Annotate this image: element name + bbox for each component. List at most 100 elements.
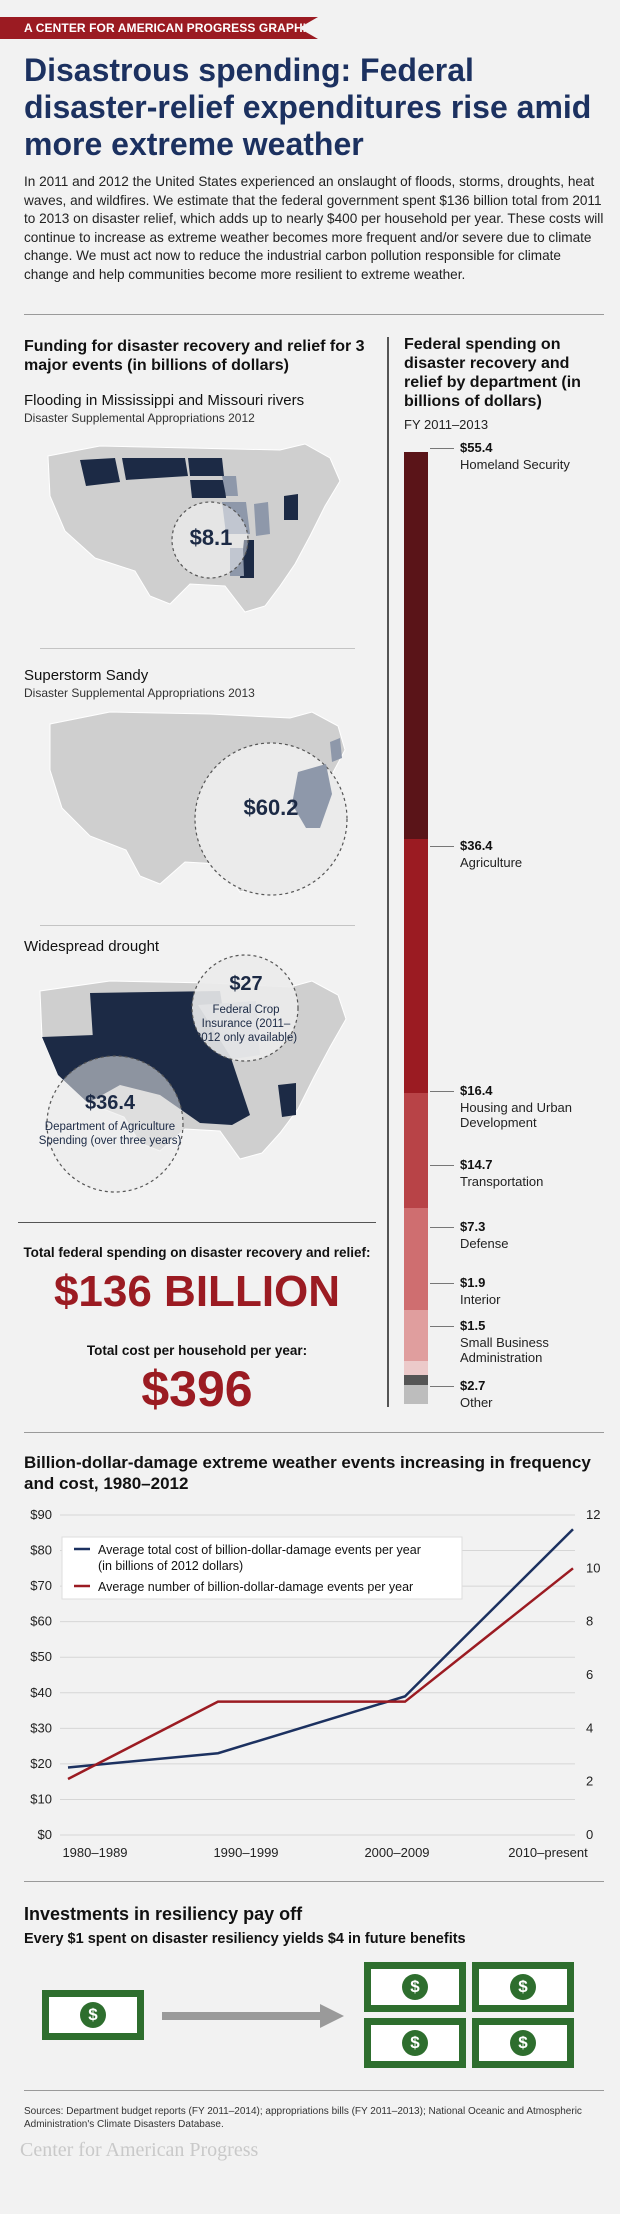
left-axis-tick-label: $10 — [30, 1791, 52, 1806]
legend-box — [61, 1536, 463, 1600]
sources-note: Sources: Department budget reports (FY 2… — [24, 2106, 582, 2130]
left-axis-tick-label: $50 — [30, 1649, 52, 1664]
right-axis-tick-label: 8 — [586, 1614, 593, 1629]
investment-title: Investments in resiliency pay off — [24, 1904, 303, 1924]
left-axis-tick-label: $40 — [30, 1685, 52, 1700]
left-axis-tick-label: $0 — [38, 1827, 52, 1842]
department-leader-line — [430, 1227, 454, 1228]
graphic-banner: A CENTER FOR AMERICAN PROGRESS GRAPHIC — [0, 17, 318, 39]
right-axis-tick-label: 2 — [586, 1774, 593, 1789]
department-leader-line — [430, 846, 454, 847]
crop-insurance-note: Federal Crop Insurance (2011–2012 only a… — [194, 1004, 298, 1044]
x-axis-tick-label: 1980–1989 — [62, 1845, 127, 1860]
department-value: $55.4 — [460, 440, 493, 455]
event-1-title: Flooding in Mississippi and Missouri riv… — [24, 392, 305, 409]
department-bar-segment — [404, 1374, 428, 1386]
department-value: $1.5 — [460, 1318, 486, 1333]
department-bar-segment — [404, 1093, 428, 1208]
department-name: Housing and Urban Development — [460, 1100, 573, 1130]
line-chart: $90 $80 $70 $60 $50 $40 $30 $20 $10 $0 12 10 8 6 4 2 0 19… — [30, 1507, 600, 1860]
left-axis-tick-label: $30 — [30, 1720, 52, 1735]
department-name: Homeland Security — [460, 457, 570, 472]
divider — [40, 648, 355, 649]
us-map-sandy — [49, 711, 348, 896]
right-axis-tick-label: 6 — [586, 1667, 593, 1682]
department-leader-line — [430, 1386, 454, 1387]
household-cost-label: Total cost per household per year: — [86, 1343, 308, 1358]
x-axis-tick-label: 1990–1999 — [213, 1845, 278, 1860]
department-leader-line — [430, 1091, 454, 1092]
investment-subtitle: Every $1 spent on disaster resiliency yi… — [24, 1931, 466, 1947]
series-line — [67, 1567, 574, 1781]
legend-label: (in billions of 2012 dollars) — [98, 1559, 243, 1573]
left-axis-tick-label: $70 — [30, 1578, 52, 1593]
us-map-drought — [39, 954, 347, 1193]
department-value: $36.4 — [460, 838, 493, 853]
us-map-flooding — [47, 443, 341, 613]
intro-text: In 2011 and 2012 the United States exper… — [24, 174, 604, 282]
department-bar-segment — [404, 452, 428, 839]
legend-label: Average number of billion-dollar-damage … — [98, 1580, 413, 1594]
benefit-bill-icon: $ — [364, 2018, 466, 2068]
divider — [24, 314, 604, 315]
divider — [24, 2090, 604, 2091]
department-leader-line — [430, 1326, 454, 1327]
department-name: Small Business Administration — [460, 1335, 549, 1365]
department-bar-segment — [404, 1207, 428, 1311]
column-divider — [387, 337, 389, 1407]
x-axis-tick-label: 2000–2009 — [364, 1845, 429, 1860]
left-axis-tick-label: $60 — [30, 1614, 52, 1629]
department-value: $16.4 — [460, 1083, 493, 1098]
line-chart-title: Billion-dollar-damage extreme weather ev… — [24, 1453, 591, 1493]
sandy-amount: $60.2 — [243, 795, 299, 820]
department-name: Transportation — [460, 1174, 544, 1189]
department-bar-segment — [404, 1361, 428, 1375]
arrow-right-icon — [162, 2004, 344, 2028]
event-3-title: Widespread drought — [24, 938, 160, 955]
agriculture-note: Department of Agriculture Spending (over… — [38, 1121, 182, 1147]
department-heading: Federal spending on disaster recovery an… — [404, 336, 581, 410]
x-axis-tick-label: 2010–present — [508, 1845, 588, 1860]
page-title: Disastrous spending: Federal disaster-re… — [24, 52, 592, 162]
cap-logo: Center for American Progress — [20, 2139, 259, 2161]
right-axis-tick-label: 4 — [586, 1720, 593, 1735]
department-bar-segment — [404, 1385, 428, 1404]
department-name: Agriculture — [460, 855, 523, 870]
right-axis-tick-label: 10 — [586, 1560, 600, 1575]
agriculture-amount: $36.4 — [84, 1092, 136, 1114]
department-years: FY 2011–2013 — [404, 417, 489, 432]
divider — [18, 1222, 376, 1223]
total-spending-value: $136 BILLION — [53, 1267, 341, 1316]
department-value: $7.3 — [460, 1219, 486, 1234]
department-leader-line — [430, 1283, 454, 1284]
department-leader-line — [430, 448, 454, 449]
household-cost-value: $396 — [141, 1361, 253, 1417]
benefit-bill-icon: $ — [472, 2018, 574, 2068]
divider — [40, 925, 355, 926]
divider — [24, 1881, 604, 1882]
total-spending-label: Total federal spending on disaster recov… — [23, 1245, 371, 1260]
funding-heading: Funding for disaster recovery and relief… — [24, 338, 365, 374]
right-axis-tick-label: 12 — [586, 1507, 600, 1522]
department-bar-segment — [404, 1310, 428, 1362]
benefit-bill-icon: $ — [472, 1962, 574, 2012]
department-name: Defense — [460, 1236, 509, 1251]
department-leader-line — [430, 1165, 454, 1166]
left-axis-tick-label: $80 — [30, 1543, 52, 1558]
department-value: $2.7 — [460, 1378, 486, 1393]
department-name: Interior — [460, 1292, 501, 1307]
benefit-bill-icon: $ — [364, 1962, 466, 2012]
department-value: $1.9 — [460, 1275, 486, 1290]
event-2-subtitle: Disaster Supplemental Appropriations 201… — [24, 686, 255, 700]
flooding-amount: $8.1 — [189, 525, 233, 550]
department-bar-segment — [404, 838, 428, 1094]
legend-label: Average total cost of billion-dollar-dam… — [98, 1543, 421, 1557]
left-axis-tick-label: $20 — [30, 1756, 52, 1771]
left-axis-tick-label: $90 — [30, 1507, 52, 1522]
series-line — [67, 1528, 574, 1769]
crop-insurance-amount: $27 — [229, 973, 263, 995]
event-2-title: Superstorm Sandy — [24, 667, 149, 684]
right-axis-tick-label: 0 — [586, 1827, 593, 1842]
divider — [24, 1432, 604, 1433]
event-1-subtitle: Disaster Supplemental Appropriations 201… — [24, 411, 255, 425]
